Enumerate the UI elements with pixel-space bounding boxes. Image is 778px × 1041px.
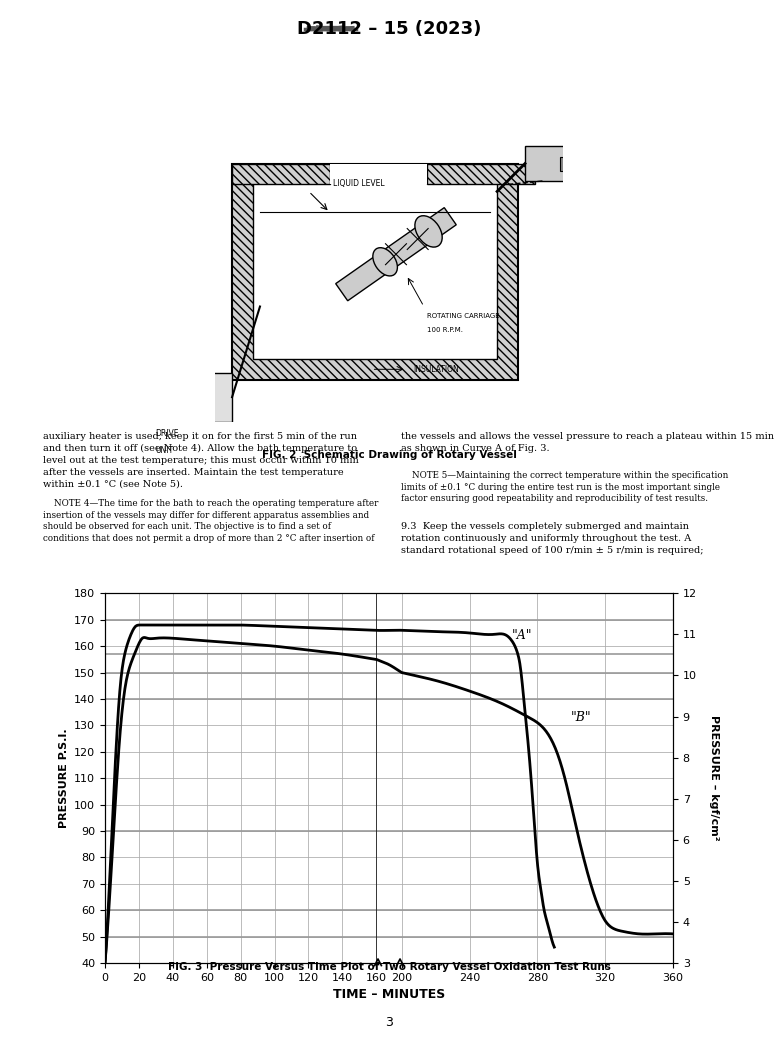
Text: ROTATING CARRIAGE: ROTATING CARRIAGE bbox=[427, 313, 500, 320]
Text: "B": "B" bbox=[571, 711, 592, 723]
Bar bbox=[330, 163, 427, 184]
Text: FIG. 2  Schematic Drawing of Rotary Vessel: FIG. 2 Schematic Drawing of Rotary Vesse… bbox=[261, 450, 517, 459]
Text: FIG. 3  Pressure Versus Time Plot of Two Rotary Vessel Oxidation Test Runs: FIG. 3 Pressure Versus Time Plot of Two … bbox=[167, 962, 611, 972]
Ellipse shape bbox=[373, 248, 398, 276]
Text: INSULATION: INSULATION bbox=[413, 364, 459, 374]
Text: 3: 3 bbox=[385, 1016, 393, 1029]
X-axis label: TIME – MINUTES: TIME – MINUTES bbox=[333, 988, 445, 1001]
Text: NOTE 5—Maintaining the correct temperature within the specification
limits of ±0: NOTE 5—Maintaining the correct temperatu… bbox=[401, 472, 728, 503]
Bar bbox=[377, 958, 401, 968]
Text: LIQUID LEVEL: LIQUID LEVEL bbox=[333, 179, 385, 188]
Bar bbox=[525, 146, 567, 181]
Text: auxiliary heater is used, keep it on for the first 5 min of the run
and then tur: auxiliary heater is used, keep it on for… bbox=[43, 432, 359, 488]
Y-axis label: PRESSURE P.S.I.: PRESSURE P.S.I. bbox=[58, 729, 68, 828]
Polygon shape bbox=[335, 207, 456, 301]
Text: "A": "A" bbox=[512, 629, 532, 642]
Y-axis label: PRESSURE – kgf/cm²: PRESSURE – kgf/cm² bbox=[709, 715, 719, 841]
Bar bbox=[163, 373, 232, 422]
Text: DRIVE: DRIVE bbox=[156, 429, 179, 437]
Text: 100 R.P.M.: 100 R.P.M. bbox=[427, 328, 464, 333]
Bar bbox=[253, 163, 497, 359]
Text: 9.3  Keep the vessels completely submerged and maintain
rotation continuously an: 9.3 Keep the vessels completely submerge… bbox=[401, 522, 703, 555]
Bar bbox=[560, 156, 577, 171]
Text: NOTE 4—The time for the bath to reach the operating temperature after
insertion : NOTE 4—The time for the bath to reach th… bbox=[43, 500, 378, 542]
Text: D2112 – 15 (2023): D2112 – 15 (2023) bbox=[297, 20, 481, 37]
Bar bbox=[232, 163, 330, 184]
Text: UNIT: UNIT bbox=[156, 446, 173, 455]
Bar bbox=[232, 163, 518, 380]
Ellipse shape bbox=[415, 215, 442, 247]
Bar bbox=[427, 163, 535, 184]
Text: the vessels and allows the vessel pressure to reach a plateau within 15 min
as s: the vessels and allows the vessel pressu… bbox=[401, 432, 773, 453]
